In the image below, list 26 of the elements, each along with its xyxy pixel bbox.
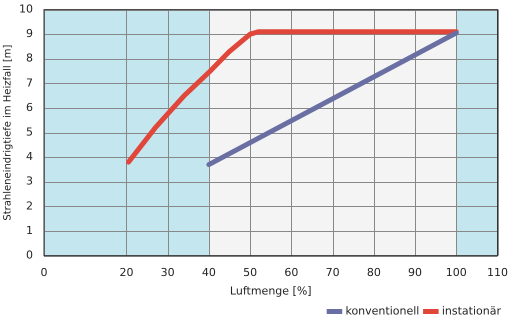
- x-tick-label: 80: [366, 266, 381, 280]
- x-tick-label: 50: [243, 266, 258, 280]
- x-tick-label: 30: [160, 266, 175, 280]
- y-tick-label: 1: [26, 224, 33, 237]
- x-tick-label: 90: [408, 266, 422, 280]
- x-tick-label: 20: [119, 266, 134, 280]
- y-tick-label: 9: [26, 27, 33, 40]
- legend-label: konventionell: [345, 304, 420, 318]
- x-tick-label: 60: [284, 266, 298, 280]
- x-tick-label: 100: [446, 266, 467, 280]
- y-tick-label: 5: [26, 125, 33, 138]
- x-tick-label: 40: [202, 266, 216, 280]
- x-tick-label: 110: [487, 266, 508, 280]
- y-tick-label: 8: [26, 52, 33, 65]
- x-axis-title: Luftmenge [%]: [230, 284, 312, 298]
- y-tick-label: 10: [18, 2, 33, 16]
- y-tick-label: 3: [26, 174, 33, 188]
- y-tick-label: 2: [26, 199, 33, 212]
- y-tick-label: 7: [26, 76, 33, 90]
- y-tick-label: 0: [26, 248, 33, 262]
- y-tick-label: 6: [26, 100, 33, 114]
- y-axis-title: Strahleneindrigtiefe im Heizfall [m]: [2, 44, 14, 221]
- x-tick-label: 70: [326, 266, 340, 280]
- x-tick-label: 0: [40, 266, 48, 280]
- y-tick-label: 4: [26, 150, 33, 164]
- legend-label: instationär: [442, 304, 502, 318]
